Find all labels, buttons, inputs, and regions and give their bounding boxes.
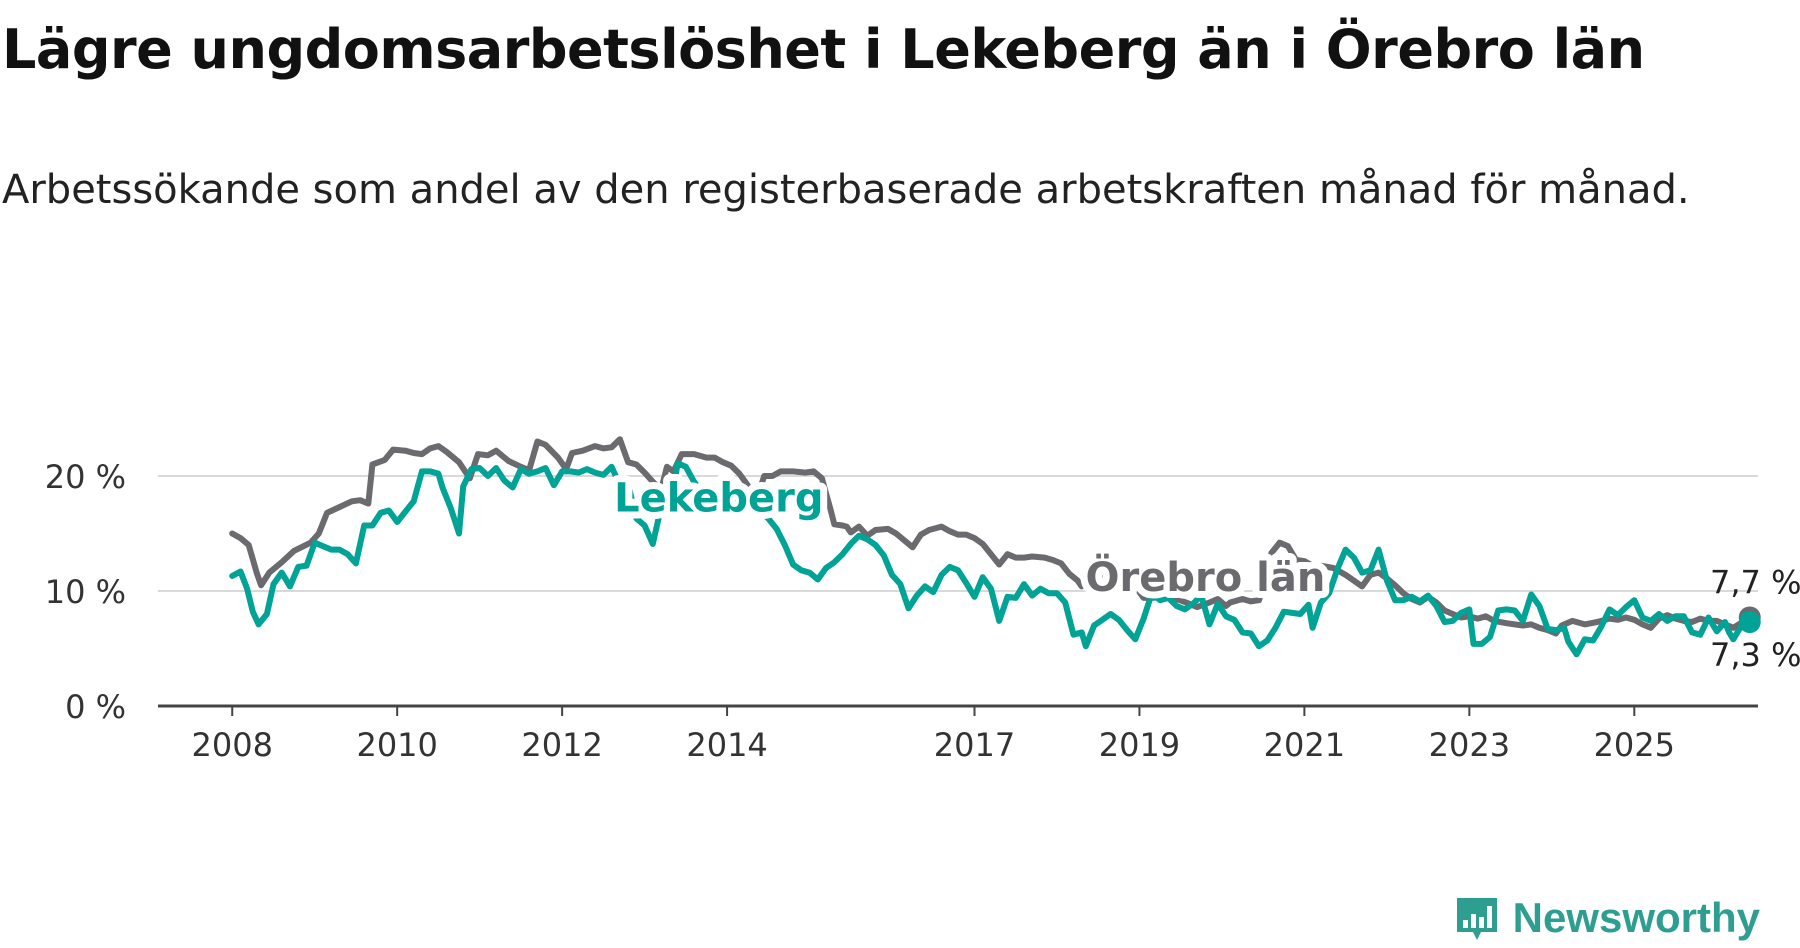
series-name-label: Örebro län — [1086, 553, 1326, 601]
y-axis-ticks: 0 % 10 % 20 % — [45, 458, 126, 726]
x-tick-label: 2023 — [1429, 726, 1510, 764]
end-label-lekeberg: 7,3 % — [1710, 636, 1800, 674]
x-tick-label: 2014 — [686, 726, 767, 764]
x-tick-label: 2012 — [521, 726, 602, 764]
series-line-örebro-län — [229, 436, 1753, 637]
y-tick-label: 20 % — [45, 458, 126, 496]
x-tick-label: 2008 — [192, 726, 273, 764]
gridlines — [158, 475, 1758, 708]
x-tick-label: 2019 — [1099, 726, 1180, 764]
end-label-orebro: 7,7 % — [1710, 563, 1800, 601]
x-tick-label: 2010 — [356, 726, 437, 764]
y-tick-label: 0 % — [65, 688, 126, 726]
series-line-lekeberg — [229, 460, 1753, 658]
series-name-halo: Örebro län — [1086, 553, 1326, 601]
brand-name: Newsworthy — [1512, 894, 1760, 941]
x-tick-label: 2017 — [934, 726, 1015, 764]
x-axis-ticks: 2008 2010 2012 2014 2017 2019 2021 2023 2025 — [192, 706, 1675, 764]
y-tick-label: 10 % — [45, 573, 126, 611]
chart-title: Lägre ungdomsarbetslöshet i Lekeberg än … — [2, 18, 1645, 81]
newsworthy-logo: Newsworthy — [1453, 888, 1760, 948]
series-end-point — [1738, 611, 1761, 634]
series-name-label: Lekeberg — [614, 476, 823, 522]
series-lines — [229, 436, 1761, 658]
x-tick-label: 2021 — [1264, 726, 1345, 764]
series-name-halo: Lekeberg — [614, 476, 823, 522]
chart-subtitle: Arbetssökande som andel av den registerb… — [2, 167, 1690, 213]
x-tick-label: 2025 — [1594, 726, 1675, 764]
bar-chart-speech-bubble-icon — [1456, 898, 1497, 940]
